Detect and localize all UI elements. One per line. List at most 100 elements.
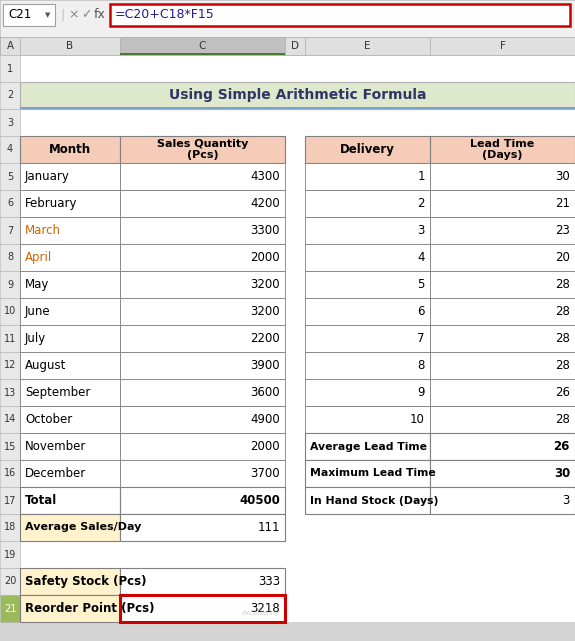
Text: 11: 11 (4, 333, 16, 344)
Bar (0, 568, 20, 595)
Text: 4900: 4900 (250, 413, 280, 426)
Text: 5: 5 (7, 172, 13, 181)
Bar (0, 0, 575, 37)
Bar (3, 4, 55, 26)
Bar (430, 271, 575, 298)
Bar (20, 37, 120, 55)
Text: Using Simple Arithmetic Formula: Using Simple Arithmetic Formula (168, 88, 426, 103)
Bar (120, 271, 285, 298)
Bar (120, 37, 285, 55)
Text: In Hand Stock (Days): In Hand Stock (Days) (310, 495, 438, 506)
Bar (305, 136, 430, 163)
Bar (0, 514, 20, 541)
Bar (120, 514, 285, 541)
Bar (0, 352, 20, 379)
Bar (0, 379, 20, 406)
Bar (305, 217, 430, 244)
Text: 20: 20 (555, 251, 570, 264)
Bar (430, 244, 575, 271)
Bar (305, 37, 430, 55)
Text: Average Lead Time: Average Lead Time (310, 442, 427, 451)
Text: 17: 17 (4, 495, 16, 506)
Bar (0, 217, 20, 244)
Text: October: October (25, 413, 72, 426)
Text: December: December (25, 467, 86, 480)
Text: 2000: 2000 (250, 251, 280, 264)
Bar (305, 190, 430, 217)
Bar (430, 487, 575, 514)
Bar (0, 82, 20, 109)
Text: 19: 19 (4, 549, 16, 560)
Bar (305, 163, 430, 190)
Bar (0, 190, 20, 217)
Bar (305, 244, 430, 271)
Bar (0, 109, 20, 136)
Text: 2: 2 (7, 90, 13, 101)
Bar (120, 595, 285, 622)
Bar (305, 433, 430, 460)
Text: 6: 6 (7, 199, 13, 208)
Text: 15: 15 (4, 442, 16, 451)
Bar (0, 433, 20, 460)
Text: ✓: ✓ (81, 8, 91, 22)
Bar (20, 82, 575, 109)
Bar (120, 298, 285, 325)
Bar (0, 37, 575, 55)
Bar (430, 37, 575, 55)
Text: ×: × (68, 8, 79, 22)
Text: 3: 3 (562, 494, 570, 507)
Text: 7: 7 (7, 226, 13, 235)
Bar (305, 298, 430, 325)
Bar (120, 568, 285, 595)
Text: 4300: 4300 (250, 170, 280, 183)
Bar (0, 406, 20, 433)
Bar (305, 325, 430, 352)
Text: ▼: ▼ (45, 12, 51, 18)
Bar (0, 460, 20, 487)
Text: 23: 23 (555, 224, 570, 237)
Bar (0, 37, 20, 55)
Text: May: May (25, 278, 49, 291)
Bar (120, 217, 285, 244)
Text: Month: Month (49, 143, 91, 156)
Text: fx: fx (94, 8, 106, 22)
Bar (120, 190, 285, 217)
Text: 111: 111 (258, 521, 280, 534)
Text: 4: 4 (417, 251, 425, 264)
Text: |: | (60, 8, 64, 22)
Bar (20, 595, 120, 622)
Bar (430, 325, 575, 352)
Text: Delivery: Delivery (340, 143, 395, 156)
Text: 3200: 3200 (250, 305, 280, 318)
Bar (0, 271, 20, 298)
Bar (120, 244, 285, 271)
Text: 28: 28 (555, 413, 570, 426)
Bar (120, 163, 285, 190)
Bar (20, 568, 120, 595)
Bar (120, 352, 285, 379)
Bar (20, 352, 120, 379)
Bar (285, 37, 305, 55)
Text: 3700: 3700 (250, 467, 280, 480)
Bar (430, 217, 575, 244)
Bar (0, 487, 20, 514)
Bar (0, 37, 20, 55)
Text: 1: 1 (7, 63, 13, 74)
Text: E: E (364, 41, 371, 51)
Text: 14: 14 (4, 415, 16, 424)
Text: 2200: 2200 (250, 332, 280, 345)
Text: Maximum Lead Time: Maximum Lead Time (310, 469, 436, 478)
Text: D: D (291, 41, 299, 51)
Text: 1: 1 (417, 170, 425, 183)
Text: Reorder Point (Pcs): Reorder Point (Pcs) (25, 602, 155, 615)
Bar (0, 163, 20, 190)
Text: Lead Time
(Days): Lead Time (Days) (470, 138, 535, 160)
Bar (20, 487, 120, 514)
Bar (305, 487, 430, 514)
Text: 8: 8 (7, 253, 13, 263)
Bar (20, 244, 120, 271)
Bar (305, 406, 430, 433)
Text: July: July (25, 332, 46, 345)
Text: C21: C21 (8, 8, 31, 22)
Bar (0, 55, 20, 82)
